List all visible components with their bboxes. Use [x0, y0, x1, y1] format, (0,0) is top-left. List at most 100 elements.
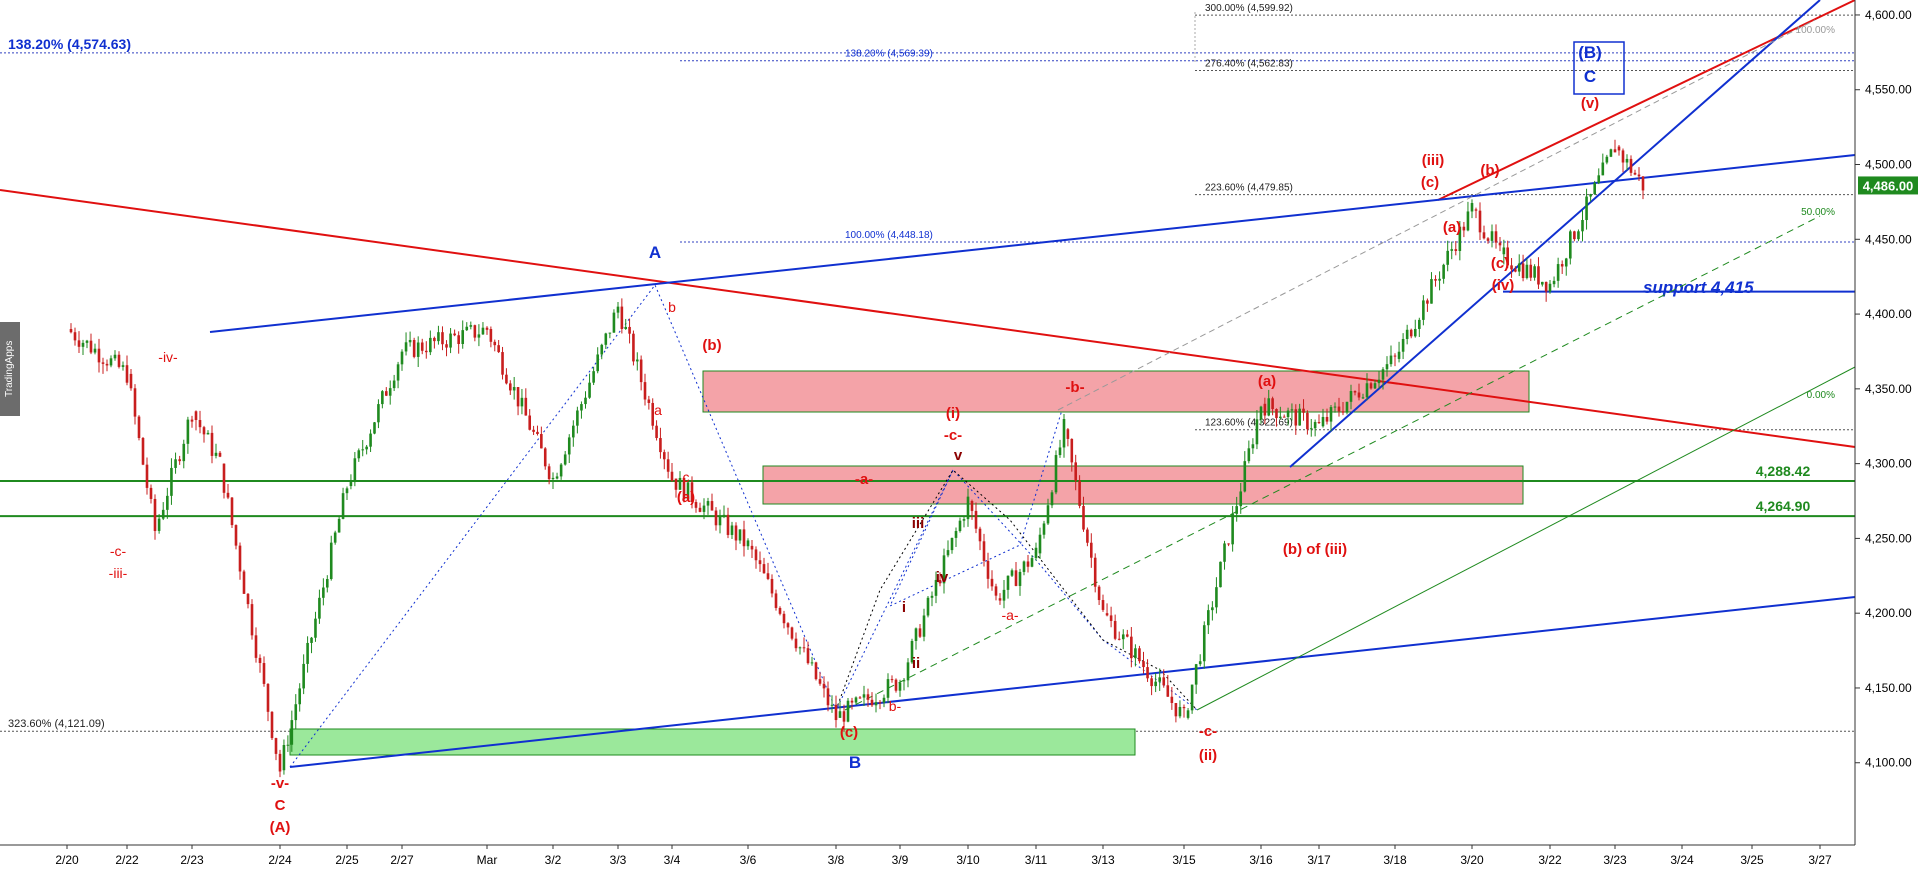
candle-body — [639, 359, 643, 383]
wave-label: (v) — [1581, 95, 1599, 112]
candle-body — [1162, 677, 1166, 686]
fib-label: 323.60% (4,121.09) — [8, 718, 105, 730]
candle-body — [329, 542, 333, 580]
fib-label: 138.20% (4,569.39) — [845, 49, 933, 60]
candle-body — [125, 365, 129, 383]
candle-body — [226, 492, 230, 498]
y-tick-label: 4,400.00 — [1865, 307, 1912, 321]
candle-body — [632, 333, 635, 362]
y-tick-label: 4,300.00 — [1865, 457, 1912, 471]
candle-body — [416, 342, 420, 357]
candle-body — [501, 352, 504, 375]
candle-body — [1529, 264, 1533, 278]
candle-body — [718, 515, 722, 526]
candle-body — [536, 431, 539, 434]
candle-body — [1317, 422, 1321, 424]
candle-body — [584, 397, 587, 405]
candle-body — [846, 700, 850, 722]
candle-body — [113, 354, 117, 359]
candle-body — [1255, 419, 1259, 445]
wave-label: c — [683, 469, 690, 485]
candle-body — [1329, 407, 1333, 422]
candle-body — [870, 699, 874, 706]
candle-body — [1146, 667, 1149, 679]
wave-label: (a) — [1443, 219, 1461, 236]
candle-body — [754, 549, 758, 561]
candle-body — [620, 306, 624, 329]
candle-body — [218, 452, 222, 457]
candle-body — [624, 326, 628, 329]
wave-label: (iii) — [1422, 152, 1445, 169]
candle-body — [429, 337, 432, 353]
zone-upper — [702, 370, 1530, 413]
candle-body — [230, 497, 234, 526]
candle-body — [93, 348, 97, 353]
candle-body — [1086, 529, 1089, 543]
candle-body — [1215, 587, 1218, 608]
candle-body — [1022, 561, 1026, 572]
candle-body — [734, 525, 738, 541]
candle-body — [1413, 328, 1417, 337]
candle-body — [441, 332, 444, 345]
candle-body — [1235, 506, 1238, 514]
candle-body — [357, 450, 361, 459]
candle-body — [1298, 408, 1301, 426]
candle-body — [1560, 264, 1564, 267]
candle-body — [174, 459, 177, 468]
candle-body — [810, 662, 814, 664]
candle-body — [998, 598, 1002, 601]
candle-body — [1422, 300, 1425, 320]
candle-body — [886, 679, 890, 698]
candle-body — [238, 545, 242, 572]
candle-body — [926, 597, 930, 616]
candle-body — [1121, 634, 1125, 640]
candle-body — [381, 391, 384, 405]
x-tick-label: 3/13 — [1091, 853, 1115, 867]
candle-body — [662, 452, 666, 460]
candle-body — [604, 333, 608, 345]
candle-body — [802, 647, 806, 649]
candle-body — [345, 488, 349, 494]
y-tick-label: 4,150.00 — [1865, 681, 1912, 695]
candle-body — [1357, 392, 1361, 398]
candle-body — [258, 657, 262, 664]
candle-body — [1275, 409, 1278, 419]
candle-body — [1130, 636, 1133, 659]
candle-body — [1637, 174, 1641, 177]
wave-path-blue-2 — [888, 409, 1063, 608]
candle-body — [294, 704, 298, 721]
candle-body — [1054, 455, 1058, 493]
wave-label: B — [849, 753, 861, 772]
candle-body — [1279, 416, 1282, 419]
candle-body — [1494, 231, 1498, 243]
candle-body — [555, 476, 559, 479]
candle-body — [1625, 158, 1629, 163]
fib-label: 276.40% (4,562.83) — [1205, 59, 1293, 70]
candle-body — [1585, 196, 1588, 221]
candle-body — [1446, 250, 1449, 265]
candle-body — [1010, 570, 1014, 576]
candle-body — [1517, 263, 1521, 272]
candle-body — [1190, 684, 1194, 711]
candle-body — [1401, 338, 1405, 352]
level-label: 4,288.42 — [1756, 463, 1811, 479]
candle-body — [266, 683, 270, 712]
candle-body — [234, 525, 238, 546]
candle-body — [392, 380, 396, 389]
candle-body — [906, 662, 910, 681]
wave-label: ii — [912, 655, 920, 672]
y-tick-label: 4,450.00 — [1865, 232, 1912, 246]
fib-label: 138.20% (4,574.63) — [8, 36, 131, 52]
candle-body — [918, 628, 922, 637]
candle-body — [1194, 664, 1198, 685]
candle-body — [762, 564, 766, 574]
candle-body — [894, 679, 898, 691]
wave-label: (i) — [946, 405, 960, 422]
candle-body — [178, 459, 181, 462]
wave-b-box — [1573, 41, 1625, 95]
candle-body — [278, 753, 282, 772]
candle-body — [842, 711, 846, 722]
x-tick-label: 3/23 — [1603, 853, 1627, 867]
candle-body — [1609, 149, 1613, 157]
candle-body — [473, 325, 477, 338]
